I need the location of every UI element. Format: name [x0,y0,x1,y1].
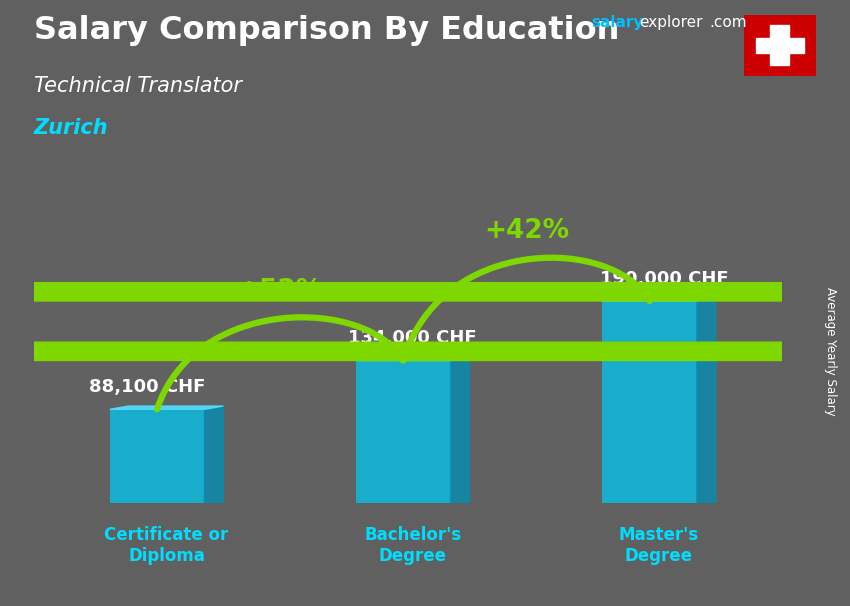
Text: Master's
Degree: Master's Degree [619,526,699,565]
Polygon shape [0,282,850,301]
Text: Bachelor's
Degree: Bachelor's Degree [364,526,462,565]
Text: Zurich: Zurich [34,118,109,138]
Polygon shape [205,406,224,503]
Polygon shape [602,294,716,301]
Polygon shape [110,406,224,409]
Text: Salary Comparison By Education: Salary Comparison By Education [34,15,620,46]
Bar [770,25,790,65]
Text: salary: salary [591,15,643,30]
Text: Technical Translator: Technical Translator [34,76,242,96]
Text: +42%: +42% [484,218,569,244]
Text: 190,000 CHF: 190,000 CHF [600,270,729,288]
Bar [110,409,205,503]
Text: explorer: explorer [639,15,703,30]
Bar [602,301,697,503]
Bar [756,38,804,53]
Polygon shape [697,294,716,503]
Text: Average Yearly Salary: Average Yearly Salary [824,287,837,416]
Text: +52%: +52% [237,278,323,304]
Polygon shape [356,356,469,361]
Polygon shape [0,342,850,361]
Text: Certificate or
Diploma: Certificate or Diploma [105,526,229,565]
Text: 88,100 CHF: 88,100 CHF [89,378,206,396]
Bar [356,361,450,503]
Text: 134,000 CHF: 134,000 CHF [348,329,477,347]
Polygon shape [450,356,469,503]
Text: .com: .com [709,15,746,30]
